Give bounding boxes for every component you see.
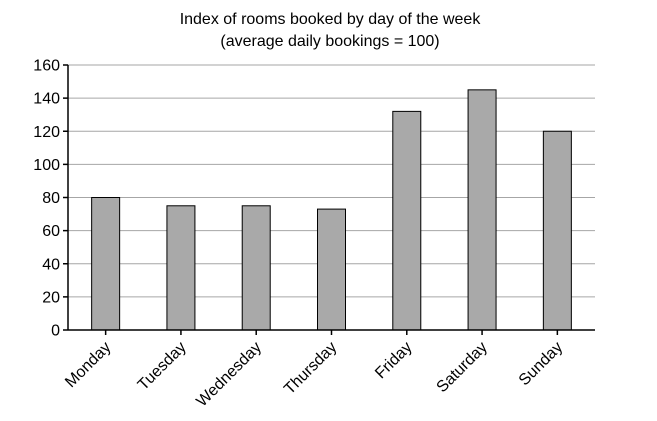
x-tick-label: Friday [372, 339, 415, 382]
bars [91, 89, 572, 331]
y-tick-label: 20 [42, 289, 60, 306]
y-tick-label: 0 [51, 323, 60, 340]
y-axis-ticks: 0 20 40 60 80 100 120 140 160 [33, 58, 68, 340]
y-tick-label: 40 [42, 256, 60, 273]
bar-thursday [317, 208, 346, 331]
bar-sunday [542, 130, 572, 331]
bar-wednesday [241, 205, 271, 331]
chart-subtitle: (average daily bookings = 100) [220, 33, 439, 50]
y-tick-label: 80 [42, 190, 60, 207]
x-tick-label: Thursday [281, 339, 340, 398]
bar-saturday [467, 89, 497, 331]
y-tick-label: 60 [42, 223, 60, 240]
y-tick-label: 160 [33, 58, 60, 75]
x-tick-label: Tuesday [135, 339, 190, 394]
y-tick-label: 100 [33, 157, 60, 174]
chart-title: Index of rooms booked by day of the week [180, 11, 482, 28]
x-tick-label: Saturday [434, 339, 491, 396]
bar-tuesday [166, 205, 196, 331]
x-tick-label: Wednesday [193, 339, 265, 411]
y-tick-label: 140 [33, 91, 60, 108]
x-axis-ticks: Monday Tuesday Wednesday Thursday Friday Satu… [62, 330, 566, 410]
bar-monday [91, 197, 121, 331]
y-tick-label: 120 [33, 124, 60, 141]
x-tick-label: Sunday [516, 339, 566, 389]
x-tick-label: Monday [62, 339, 114, 391]
bar-friday [392, 110, 422, 331]
